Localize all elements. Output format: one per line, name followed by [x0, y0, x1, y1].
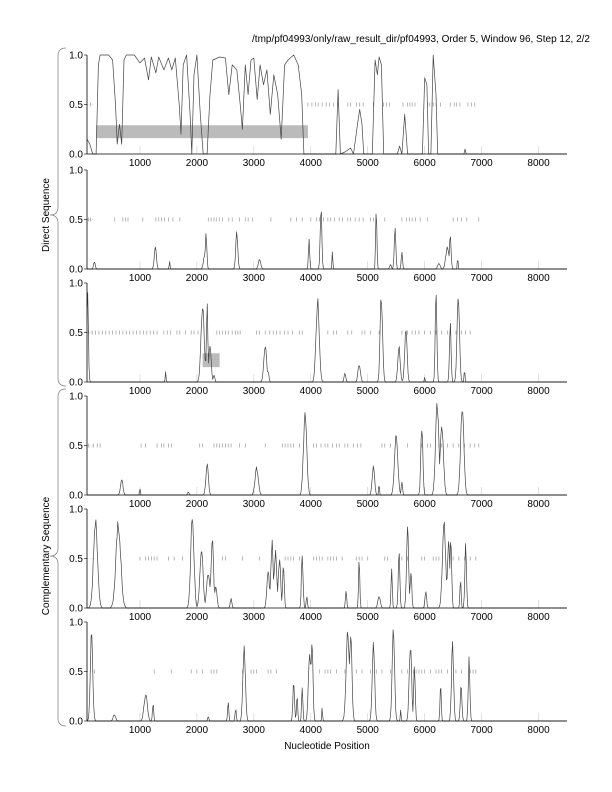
x-tick-label: 3000	[243, 273, 266, 284]
x-tick-label: 4000	[300, 612, 323, 623]
y-tick-label: 0.0	[69, 378, 83, 389]
score-trace	[87, 403, 567, 496]
x-tick-label: 4000	[300, 725, 323, 736]
y-tick-label: 0.5	[69, 215, 83, 226]
x-tick-label: 1000	[129, 158, 152, 169]
y-tick-label: 0.5	[69, 667, 83, 678]
x-tick-label: 7000	[470, 158, 493, 169]
x-tick-label: 6000	[414, 499, 437, 510]
x-tick-label: 4000	[300, 273, 323, 284]
x-tick-label: 1000	[129, 499, 152, 510]
x-tick-label: 2000	[186, 612, 209, 623]
x-tick-label: 6000	[414, 273, 437, 284]
panel-3: 0.0 0.5 1.0 1000 2000 3000 4000 5000 6000 7000 800…	[69, 279, 567, 397]
y-tick-label: 0.0	[69, 491, 83, 502]
x-tick-label: 1000	[129, 386, 152, 397]
x-tick-label: 7000	[470, 725, 493, 736]
x-tick-label: 1000	[129, 725, 152, 736]
chart-title: /tmp/pf04993/only/raw_result_dir/pf04993…	[252, 34, 590, 45]
x-tick-label: 3000	[243, 612, 266, 623]
y-tick-label: 0.0	[69, 604, 83, 615]
x-tick-label: 4000	[300, 499, 323, 510]
x-tick-label: 8000	[527, 158, 550, 169]
x-tick-label: 5000	[357, 273, 380, 284]
x-tick-label: 6000	[414, 612, 437, 623]
y-tick-label: 1.0	[69, 505, 83, 516]
score-trace	[86, 54, 567, 155]
x-tick-label: 8000	[527, 386, 550, 397]
panel-2: 0.0 0.5 1.0 1000 2000 3000 4000 5000 6000 7000 800…	[69, 166, 567, 284]
x-tick-label: 2000	[186, 386, 209, 397]
y-tick-label: 1.0	[69, 618, 83, 629]
x-tick-label: 3000	[243, 499, 266, 510]
x-tick-label: 8000	[527, 499, 550, 510]
y-tick-label: 1.0	[69, 166, 83, 177]
panel-6: 0.0 0.5 1.0 1000 2000 3000 4000 5000 6000 7000 800…	[69, 618, 567, 736]
x-tick-label: 5000	[357, 386, 380, 397]
y-tick-label: 0.5	[69, 441, 83, 452]
x-tick-label: 6000	[414, 158, 437, 169]
x-tick-label: 2000	[186, 499, 209, 510]
y-tick-label: 0.0	[69, 717, 83, 728]
y-tick-label: 0.0	[69, 265, 83, 276]
x-tick-label: 7000	[470, 612, 493, 623]
x-axis-label: Nucleotide Position	[284, 741, 370, 752]
score-trace	[87, 519, 567, 609]
x-tick-label: 5000	[357, 725, 380, 736]
x-tick-label: 2000	[186, 158, 209, 169]
x-tick-label: 8000	[527, 273, 550, 284]
x-tick-label: 7000	[470, 273, 493, 284]
score-trace	[86, 629, 567, 722]
x-tick-label: 6000	[414, 725, 437, 736]
y-tick-label: 0.5	[69, 328, 83, 339]
x-tick-label: 5000	[357, 499, 380, 510]
x-tick-label: 3000	[243, 386, 266, 397]
x-tick-label: 3000	[243, 158, 266, 169]
highlight-region	[96, 125, 308, 139]
score-trace	[86, 292, 567, 383]
x-tick-label: 4000	[300, 386, 323, 397]
x-tick-label: 4000	[300, 158, 323, 169]
y-tick-label: 0.5	[69, 100, 83, 111]
x-tick-label: 5000	[357, 158, 380, 169]
x-tick-label: 5000	[357, 612, 380, 623]
y-tick-label: 1.0	[69, 51, 83, 62]
complementary-sequence-brace	[49, 388, 67, 727]
direct-sequence-label: Direct Sequence	[41, 178, 52, 252]
y-tick-label: 1.0	[69, 279, 83, 290]
x-tick-label: 8000	[527, 612, 550, 623]
x-tick-label: 8000	[527, 725, 550, 736]
x-tick-label: 2000	[186, 273, 209, 284]
x-tick-label: 7000	[470, 386, 493, 397]
complementary-sequence-label: Complementary Sequence	[41, 496, 52, 615]
y-tick-label: 0.0	[69, 150, 83, 161]
x-tick-label: 6000	[414, 386, 437, 397]
panel-4: 0.0 0.5 1.0 1000 2000 3000 4000 5000 6000 7000 800…	[69, 392, 567, 510]
x-tick-label: 1000	[129, 612, 152, 623]
direct-sequence-brace	[49, 47, 67, 387]
x-tick-label: 7000	[470, 499, 493, 510]
x-tick-label: 2000	[186, 725, 209, 736]
y-tick-label: 1.0	[69, 392, 83, 403]
x-tick-label: 1000	[129, 273, 152, 284]
y-tick-label: 0.5	[69, 554, 83, 565]
x-tick-label: 3000	[243, 725, 266, 736]
panel-1: 0.0 0.5 1.0 1000 2000 3000 4000 5000 6000 7000 800…	[69, 51, 567, 169]
panel-5: 0.0 0.5 1.0 1000 2000 3000 4000 5000 6000 7000 800…	[69, 505, 567, 623]
